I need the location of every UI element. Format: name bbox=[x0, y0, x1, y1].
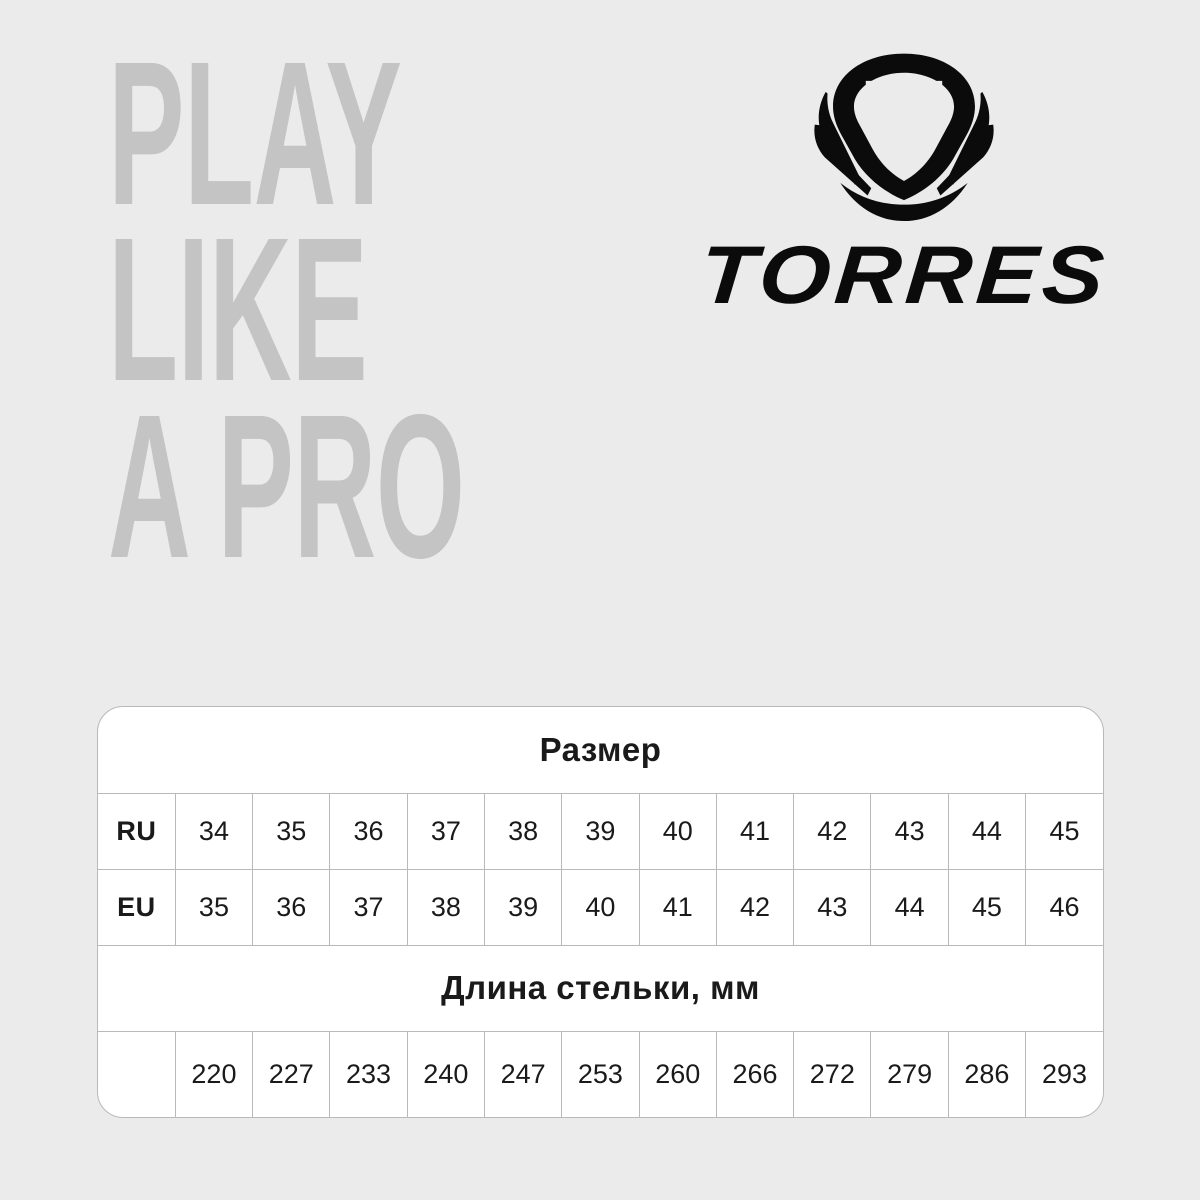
cell-insole-6: 260 bbox=[639, 1031, 717, 1117]
cell-eu-8: 43 bbox=[793, 869, 872, 946]
row-label-ru: RU bbox=[98, 793, 176, 870]
slogan-line-1: PLAY bbox=[108, 19, 402, 248]
cell-eu-9: 44 bbox=[870, 869, 949, 946]
table-row-insole-values: 220 227 233 240 247 253 260 266 272 279 … bbox=[98, 1031, 1103, 1117]
slogan-line-3: A PRO bbox=[108, 371, 465, 601]
size-chart-card: Размер RU 34 35 36 37 38 39 40 41 42 43 … bbox=[97, 706, 1104, 1118]
cell-insole-1: 227 bbox=[252, 1031, 331, 1117]
section-title-insole: Длина стельки, мм bbox=[98, 945, 1103, 1032]
cell-insole-2: 233 bbox=[329, 1031, 408, 1117]
cell-eu-11: 46 bbox=[1025, 869, 1103, 946]
cell-insole-9: 279 bbox=[870, 1031, 949, 1117]
size-chart-table: Размер RU 34 35 36 37 38 39 40 41 42 43 … bbox=[98, 707, 1103, 1117]
cell-eu-0: 35 bbox=[175, 869, 254, 946]
cell-insole-0: 220 bbox=[175, 1031, 254, 1117]
cell-ru-3: 37 bbox=[407, 793, 485, 870]
brand-logo-block: TORRES bbox=[697, 48, 1112, 321]
cell-eu-6: 41 bbox=[639, 869, 717, 946]
cell-ru-10: 44 bbox=[948, 793, 1027, 870]
cell-insole-8: 272 bbox=[793, 1031, 872, 1117]
cell-insole-4: 247 bbox=[484, 1031, 563, 1117]
table-row-size-title: Размер bbox=[98, 707, 1103, 794]
torres-shield-crown-emblem-icon bbox=[814, 53, 994, 222]
section-title-size: Размер bbox=[98, 707, 1103, 794]
cell-eu-4: 39 bbox=[484, 869, 563, 946]
cell-insole-3: 240 bbox=[407, 1031, 485, 1117]
cell-insole-5: 253 bbox=[561, 1031, 640, 1117]
cell-ru-0: 34 bbox=[175, 793, 254, 870]
cell-insole-11: 293 bbox=[1042, 1058, 1088, 1089]
cell-ru-6: 40 bbox=[639, 793, 717, 870]
cell-eu-10: 45 bbox=[948, 869, 1027, 946]
cell-eu-3: 38 bbox=[407, 869, 485, 946]
slogan-line-2: LIKE bbox=[108, 195, 368, 425]
cell-ru-1: 35 bbox=[252, 793, 331, 870]
brand-slogan: PLAY LIKE A PRO bbox=[108, 19, 745, 601]
table-row-insole-title: Длина стельки, мм bbox=[98, 945, 1103, 1032]
cell-insole-7: 266 bbox=[716, 1031, 795, 1117]
cell-ru-7: 41 bbox=[716, 793, 795, 870]
row-label-eu: EU bbox=[98, 869, 176, 946]
cell-ru-9: 43 bbox=[870, 793, 949, 870]
cell-ru-5: 39 bbox=[561, 793, 640, 870]
cell-eu-2: 37 bbox=[329, 869, 408, 946]
cell-ru-4: 38 bbox=[484, 793, 563, 870]
cell-eu-7: 42 bbox=[716, 869, 795, 946]
table-row-eu: EU 35 36 37 38 39 40 41 42 43 44 45 46 bbox=[98, 869, 1103, 946]
cell-eu-5: 40 bbox=[561, 869, 640, 946]
brand-wordmark: TORRES bbox=[696, 230, 1112, 321]
cell-ru-8: 42 bbox=[793, 793, 872, 870]
table-row-ru: RU 34 35 36 37 38 39 40 41 42 43 44 45 bbox=[98, 793, 1103, 870]
cell-insole-10: 286 bbox=[948, 1031, 1027, 1117]
cell-ru-2: 36 bbox=[329, 793, 408, 870]
cell-ru-11: 45 bbox=[1025, 793, 1103, 870]
cell-eu-1: 36 bbox=[252, 869, 331, 946]
row-label-insole bbox=[98, 1031, 176, 1117]
